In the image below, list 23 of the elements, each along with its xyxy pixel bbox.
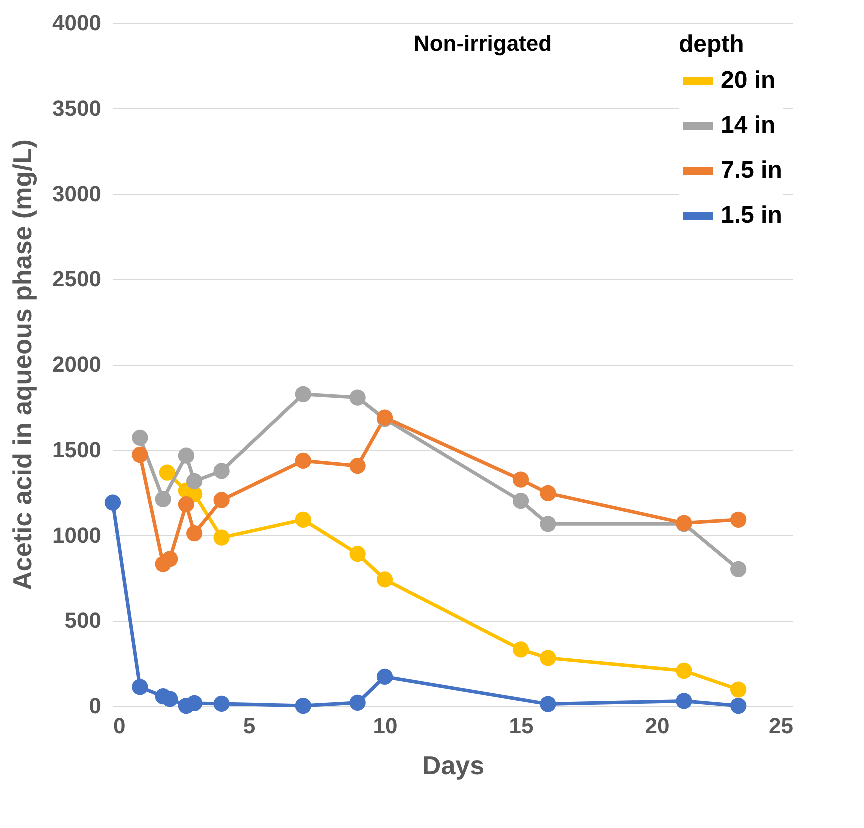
x-tick-label: 20 <box>645 714 670 738</box>
x-axis-title: Days <box>422 750 485 780</box>
x-tick-label: 5 <box>243 714 256 738</box>
x-tick-label: 0 <box>114 714 126 738</box>
legend-label: 14 in <box>721 112 776 139</box>
y-tick-label: 4000 <box>52 10 102 36</box>
chart-title: Non-irrigated <box>414 31 552 56</box>
legend-label: 20 in <box>721 67 776 94</box>
x-tick-label: 25 <box>769 714 794 738</box>
y-tick-label: 500 <box>64 608 102 634</box>
x-tick-label: 10 <box>373 714 398 738</box>
y-tick-label: 1500 <box>52 437 102 462</box>
y-tick-label: 2000 <box>52 352 102 377</box>
y-tick-label: 3500 <box>52 96 102 121</box>
legend-title: depth <box>679 31 744 58</box>
y-tick-label: 2500 <box>52 266 102 292</box>
y-axis-title: Acetic acid in aqueous phase (mg/L) <box>8 140 38 590</box>
x-tick-label: 15 <box>509 714 534 738</box>
legend-label: 1.5 in <box>721 202 782 229</box>
y-tick-label: 1000 <box>52 522 102 548</box>
y-tick-label: 0 <box>89 694 102 718</box>
legend-label: 7.5 in <box>721 157 782 184</box>
y-tick-label: 3000 <box>52 181 102 206</box>
